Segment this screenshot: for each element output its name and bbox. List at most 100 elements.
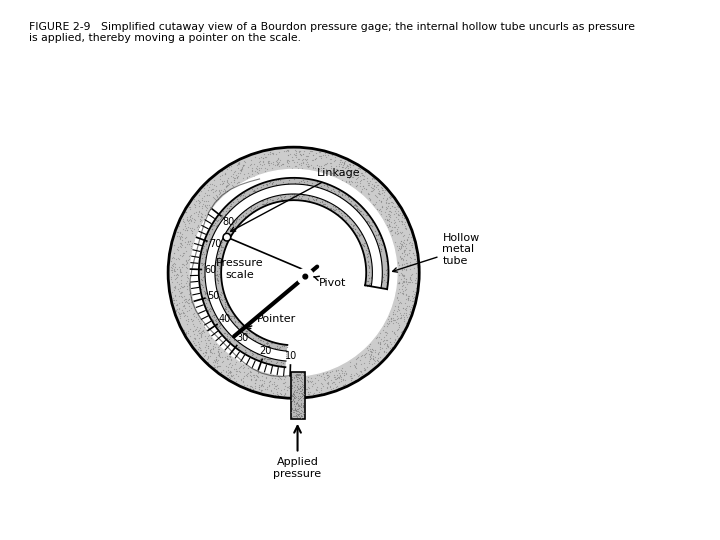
Point: [394, 244, 405, 252]
Point: [307, 151, 319, 159]
Point: [228, 336, 240, 345]
Point: [174, 309, 185, 318]
Point: [184, 281, 195, 289]
Point: [338, 158, 350, 166]
Point: [349, 225, 361, 233]
Point: [209, 311, 220, 320]
Point: [295, 161, 307, 170]
Point: [325, 191, 336, 199]
Point: [313, 162, 325, 171]
Point: [196, 280, 207, 289]
Point: [369, 244, 381, 252]
Point: [340, 177, 351, 185]
Point: [212, 362, 223, 370]
Point: [215, 228, 226, 237]
Point: [261, 181, 272, 190]
Point: [379, 328, 391, 336]
Point: [216, 243, 228, 252]
Point: [361, 218, 372, 226]
Point: [197, 273, 209, 281]
Point: [380, 328, 392, 336]
Point: [217, 207, 228, 216]
Point: [193, 326, 204, 334]
Point: [292, 384, 304, 393]
Point: [252, 339, 264, 348]
Point: [381, 271, 392, 280]
Point: [289, 394, 301, 402]
Point: [193, 207, 204, 215]
Point: [174, 232, 185, 240]
Point: [382, 341, 394, 350]
Point: [381, 340, 392, 349]
Point: [363, 217, 374, 225]
Point: [202, 353, 214, 361]
Point: [292, 386, 303, 394]
Point: [372, 181, 384, 190]
Point: [382, 198, 394, 207]
Point: [212, 310, 223, 319]
Point: [169, 282, 181, 291]
Point: [394, 241, 405, 250]
Point: [346, 166, 357, 174]
Point: [197, 195, 208, 204]
Point: [392, 319, 403, 327]
Point: [191, 312, 202, 321]
Point: [168, 282, 179, 291]
Point: [366, 345, 377, 353]
Point: [212, 193, 223, 201]
Point: [364, 264, 375, 272]
Point: [181, 285, 193, 294]
Point: [286, 375, 297, 383]
Point: [382, 215, 393, 224]
Point: [298, 409, 310, 417]
Point: [236, 199, 248, 207]
Point: [310, 374, 321, 382]
Point: [270, 182, 282, 191]
Point: [404, 260, 415, 268]
Point: [207, 274, 218, 282]
Point: [264, 381, 275, 390]
Point: [168, 271, 180, 280]
Point: [183, 256, 194, 265]
Point: [297, 383, 309, 391]
Point: [365, 347, 377, 356]
Point: [207, 348, 218, 357]
Point: [292, 389, 304, 397]
Point: [343, 160, 355, 168]
Point: [396, 261, 408, 269]
Point: [211, 191, 222, 199]
Point: [294, 383, 306, 392]
Point: [298, 390, 310, 399]
Point: [292, 405, 304, 414]
Point: [383, 198, 395, 207]
Point: [347, 224, 359, 233]
Point: [287, 377, 299, 386]
Point: [387, 310, 398, 319]
Point: [289, 397, 300, 406]
Point: [369, 227, 381, 235]
Point: [221, 165, 233, 173]
Point: [363, 179, 374, 187]
Point: [247, 334, 258, 343]
Point: [238, 362, 249, 371]
Point: [398, 239, 410, 247]
Point: [338, 158, 350, 167]
Point: [379, 208, 391, 217]
Point: [235, 328, 247, 337]
Point: [238, 174, 249, 183]
Point: [392, 279, 404, 287]
Point: [310, 385, 322, 394]
Point: [366, 355, 378, 363]
Point: [345, 362, 356, 370]
Point: [219, 216, 230, 225]
Point: [240, 212, 251, 220]
Point: [217, 308, 229, 317]
Point: [325, 204, 337, 212]
Point: [338, 203, 350, 212]
Point: [338, 371, 350, 380]
Point: [400, 265, 412, 273]
Point: [202, 295, 213, 304]
Point: [369, 240, 380, 249]
Point: [216, 289, 228, 298]
Point: [389, 315, 400, 324]
